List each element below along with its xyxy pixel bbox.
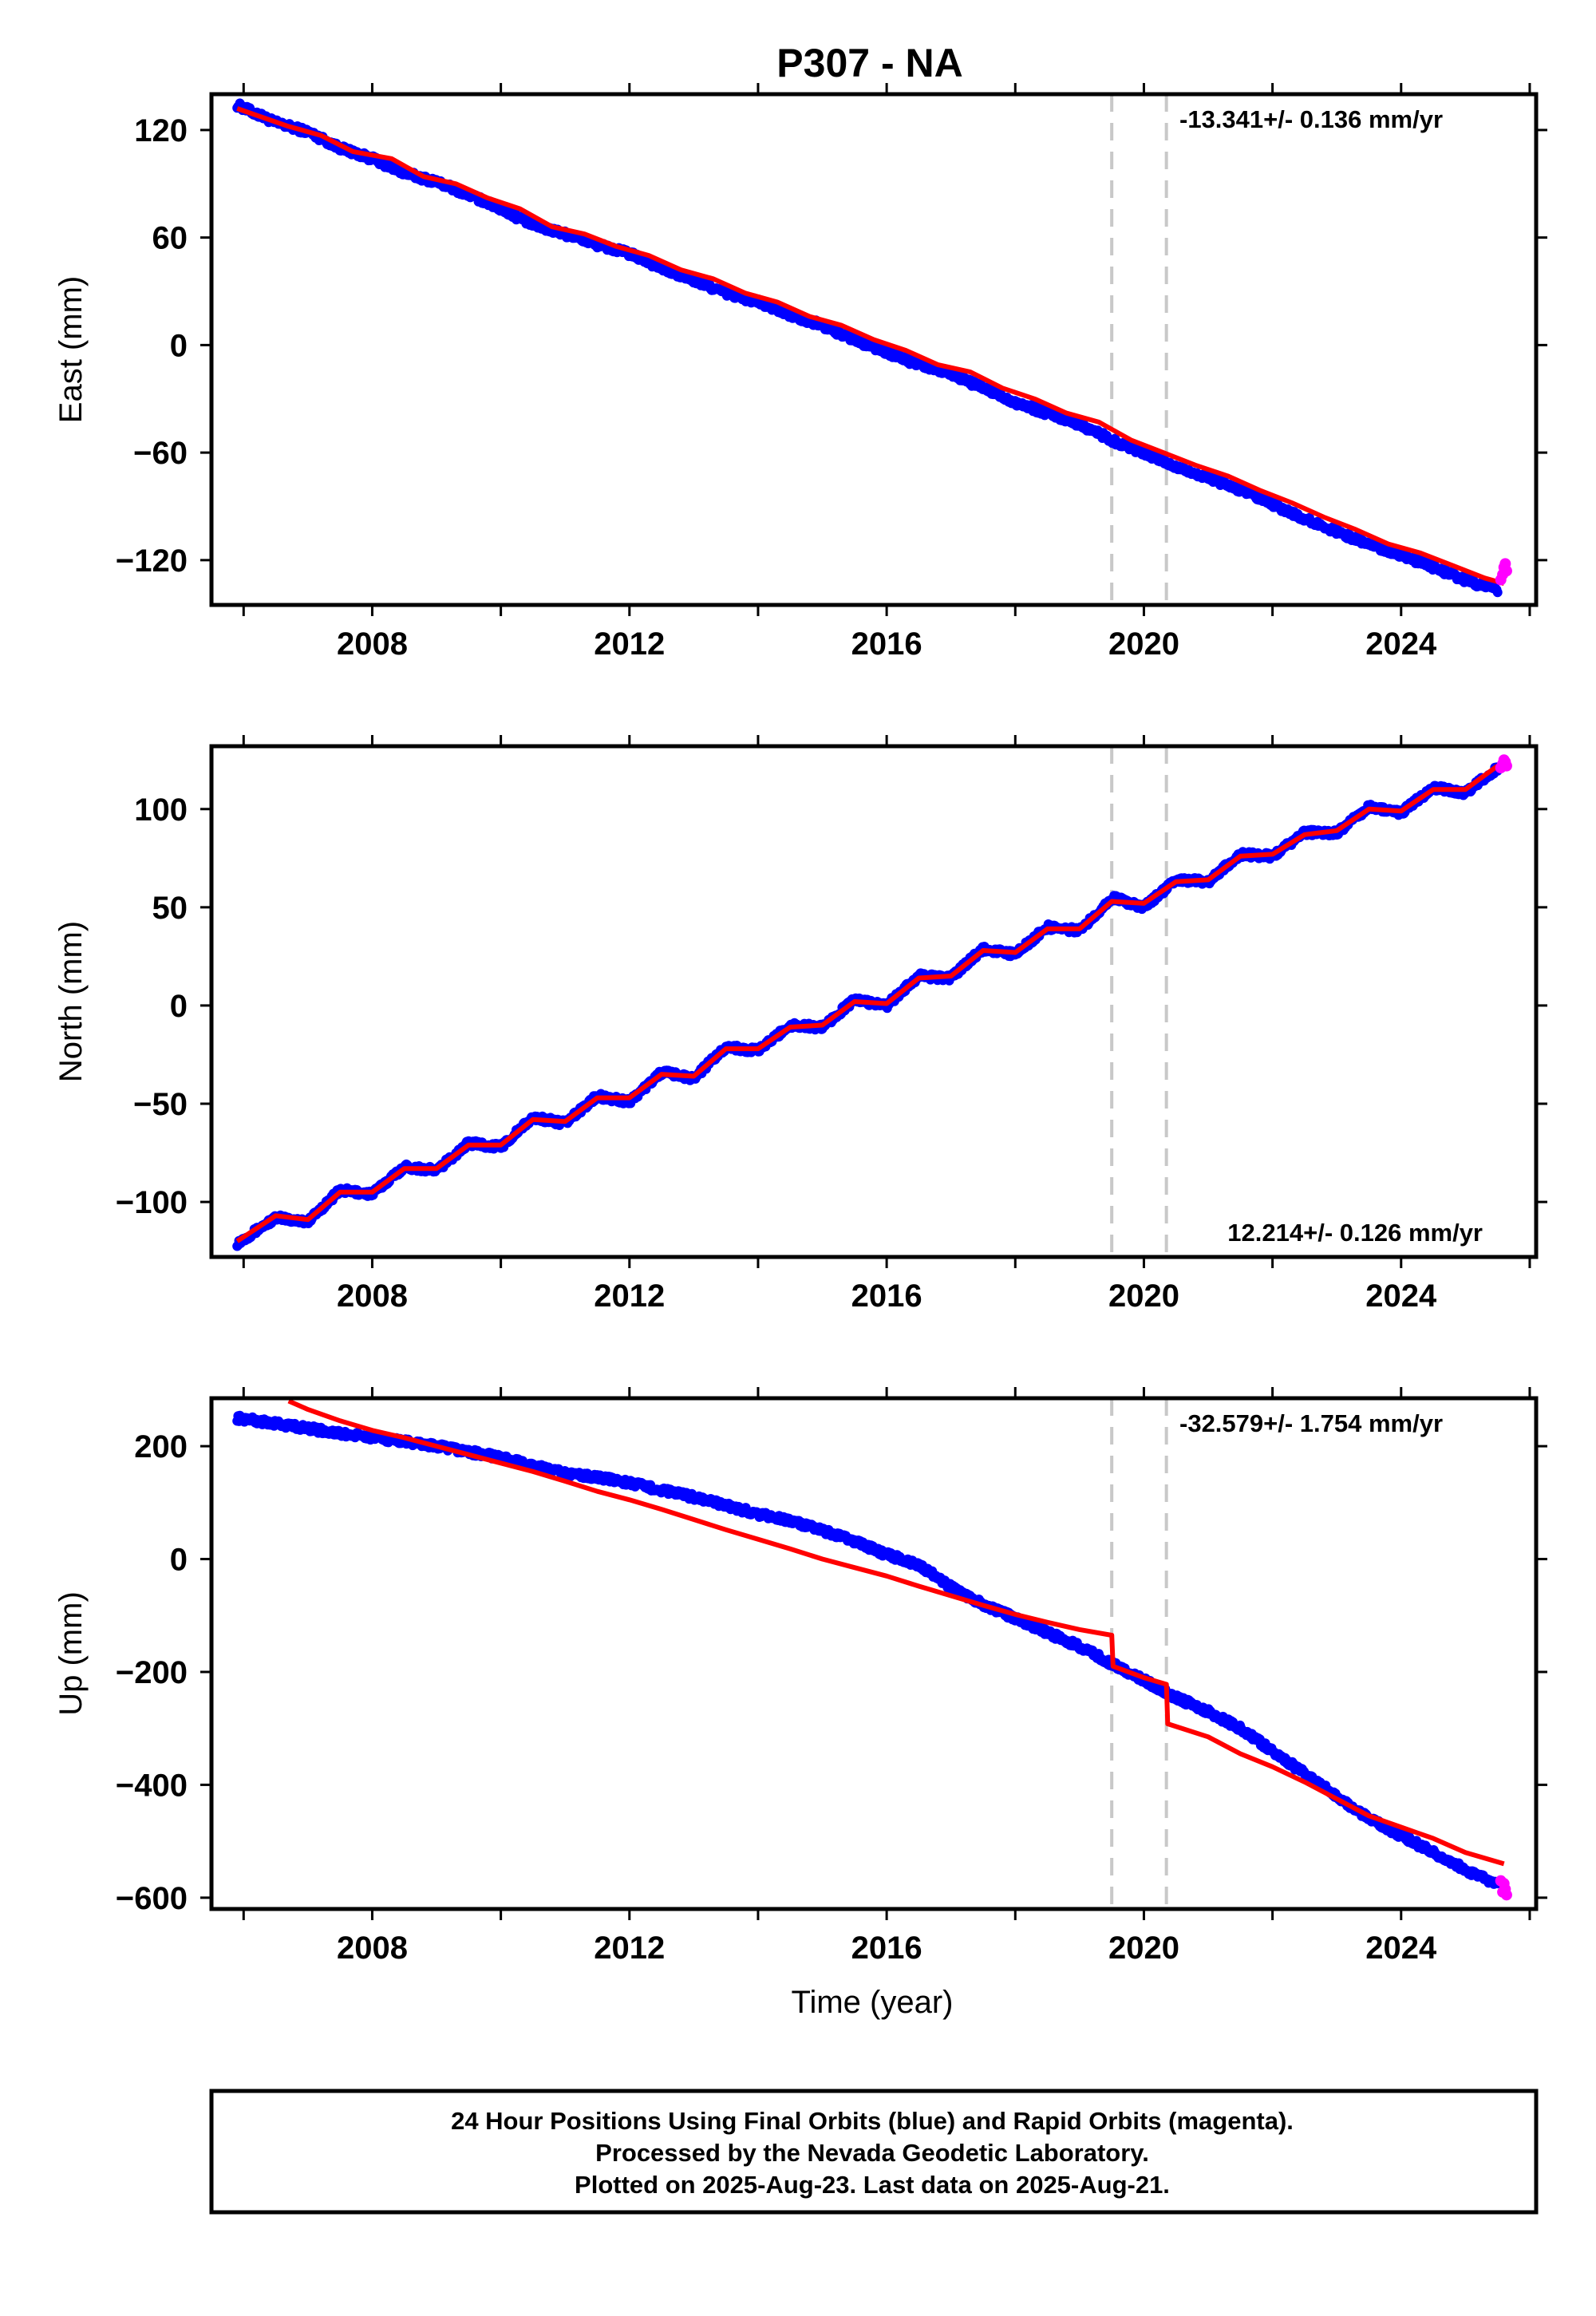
chart-title: P307 - NA [776,41,962,85]
y-tick-label: 120 [134,113,188,148]
final-orbit-point [1492,587,1503,598]
x-tick-label: 2008 [337,1279,408,1314]
final-orbits-series [232,1410,1503,1889]
y-tick-label: 200 [134,1429,188,1464]
y-tick-label: −60 [133,436,188,471]
plot-area [232,746,1512,1257]
rapid-orbit-point [1500,760,1512,772]
final-orbits-series [232,98,1503,598]
y-tick-label: −100 [116,1185,188,1220]
footer-line-1: 24 Hour Positions Using Final Orbits (bl… [451,2107,1294,2135]
x-tick-label: 2020 [1108,1279,1179,1314]
y-axis-label: Up (mm) [53,1591,89,1716]
x-tick-label: 2024 [1365,626,1437,662]
footer-line-2: Processed by the Nevada Geodetic Laborat… [595,2139,1149,2167]
x-tick-label: 2024 [1365,1931,1437,1966]
rapid-orbits-series [1495,754,1512,774]
x-tick-label: 2020 [1108,1931,1179,1966]
x-tick-label: 2012 [594,1279,665,1314]
north-panel: 2008 2012 2016 2020 2024 100 50 0 −50 −100 North (… [53,735,1547,1314]
rapid-orbits-series [1495,558,1512,586]
y-tick-label: 100 [134,792,188,828]
y-tick-label: 60 [152,221,188,256]
y-tick-label: 0 [170,328,188,363]
x-tick-label: 2016 [851,1931,922,1966]
x-tick-label: 2012 [594,626,665,662]
plot-frame [209,744,1539,1259]
y-axis-label: North (mm) [53,921,89,1082]
east-panel: 2008 2012 2016 2020 2024 120 60 0 −60 −120 East (m… [53,83,1547,662]
y-tick-label: −50 [133,1087,188,1122]
rapid-orbit-point [1500,565,1512,577]
x-tick-label: 2020 [1108,626,1179,662]
rapid-orbits-series [1495,1875,1512,1901]
y-tick-label: −400 [116,1768,188,1803]
y-tick-label: −600 [116,1881,188,1916]
plot-frame [209,1396,1539,1911]
y-tick-label: −200 [116,1655,188,1690]
y-axis-label: East (mm) [53,276,89,423]
y-tick-label: 0 [170,989,188,1024]
y-tick-label: 50 [152,891,188,926]
footer-box [209,2089,1539,2215]
y-tick-label: 0 [170,1543,188,1578]
x-tick-label: 2012 [594,1931,665,1966]
plot-frame [209,92,1539,607]
x-tick-label: 2024 [1365,1279,1437,1314]
model-fit-line [287,1398,1505,1867]
y-tick-label: −120 [116,543,188,579]
x-axis-label: Time (year) [792,1985,954,2020]
up-panel: 2008 2012 2016 2020 2024 200 0 −200 −400 −600 Up (… [53,1387,1547,1966]
model-fit-line [235,764,1499,1243]
plot-area [232,94,1512,605]
x-tick-label: 2008 [337,626,408,662]
rate-annotation: -32.579+/- 1.754 mm/yr [1179,1409,1443,1437]
x-tick-label: 2016 [851,626,922,662]
plot-area [232,1398,1512,1909]
model-fit-line [236,106,1505,586]
footer-line-3: Plotted on 2025-Aug-23. Last data on 202… [575,2171,1170,2199]
rate-annotation: -13.341+/- 0.136 mm/yr [1179,105,1443,133]
rapid-orbit-point [1500,1889,1512,1901]
rate-annotation: 12.214+/- 0.126 mm/yr [1227,1219,1483,1247]
x-tick-label: 2016 [851,1279,922,1314]
x-tick-label: 2008 [337,1931,408,1966]
